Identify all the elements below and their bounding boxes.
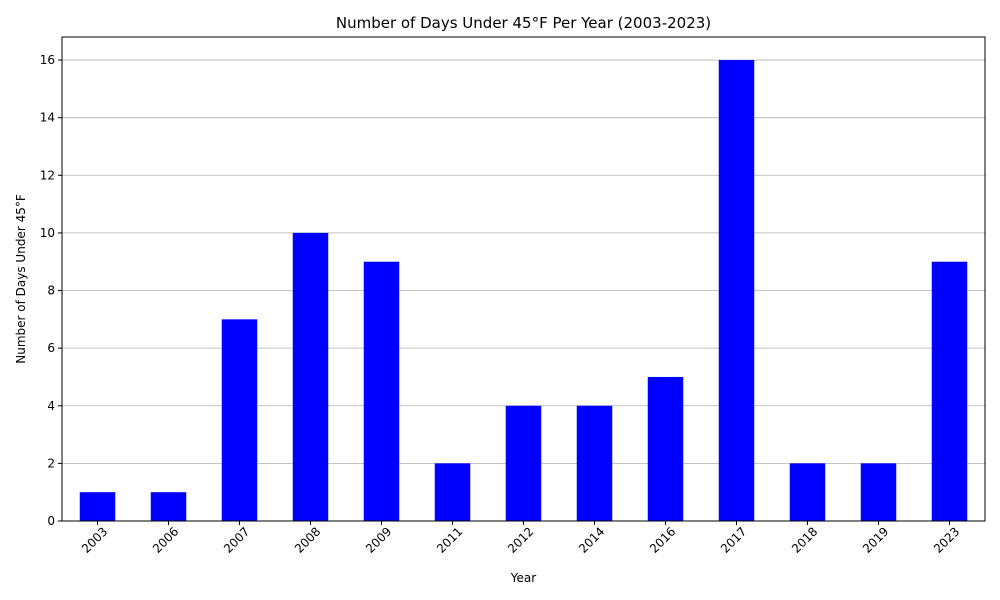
y-tick-label: 10 xyxy=(40,226,55,240)
bar-2016 xyxy=(647,376,684,521)
x-tick-label: 2014 xyxy=(576,524,607,555)
x-tick-label: 2012 xyxy=(505,524,536,555)
x-tick-label: 2019 xyxy=(860,524,891,555)
x-tick-label: 2017 xyxy=(718,524,749,555)
y-tick-label: 16 xyxy=(40,53,55,67)
y-tick-label: 2 xyxy=(47,456,55,470)
bar-2019 xyxy=(860,463,897,521)
bar-2009 xyxy=(363,261,400,521)
bar-2014 xyxy=(576,405,613,521)
bars xyxy=(79,60,968,522)
x-tick-label: 2016 xyxy=(647,524,678,555)
bar-2011 xyxy=(434,463,471,521)
x-tick-label: 2006 xyxy=(150,524,181,555)
x-tick-label: 2009 xyxy=(363,524,394,555)
x-axis-label: Year xyxy=(510,571,536,585)
x-tick-label: 2023 xyxy=(931,524,962,555)
y-tick-label: 6 xyxy=(47,341,55,355)
x-tick-label: 2018 xyxy=(789,524,820,555)
chart-title: Number of Days Under 45°F Per Year (2003… xyxy=(336,14,711,32)
x-tick-label: 2011 xyxy=(434,524,465,555)
y-tick-label: 14 xyxy=(40,111,55,125)
gridlines xyxy=(62,59,985,522)
x-tick-label: 2007 xyxy=(221,524,252,555)
bar-2003 xyxy=(79,492,116,521)
y-tick-label: 8 xyxy=(47,284,55,298)
x-axis: 2003 2006 2007 2008 2009 2011 2012 2014 2016 2017… xyxy=(79,521,962,556)
y-tick-label: 12 xyxy=(40,168,55,182)
bar-2008 xyxy=(292,232,329,521)
bar-2018 xyxy=(789,463,826,521)
bar-2007 xyxy=(221,319,258,521)
y-tick-label: 4 xyxy=(47,399,55,413)
x-tick-label: 2008 xyxy=(292,524,323,555)
x-tick-label: 2003 xyxy=(79,524,110,555)
bar-2017 xyxy=(718,60,755,522)
bar-2023 xyxy=(931,261,968,521)
y-axis-label: Number of Days Under 45°F xyxy=(14,194,28,364)
y-axis: 0 2 4 6 8 10 12 14 16 xyxy=(40,53,62,528)
bar-2012 xyxy=(505,405,542,521)
bar-2006 xyxy=(150,492,187,521)
y-tick-label: 0 xyxy=(47,514,55,528)
